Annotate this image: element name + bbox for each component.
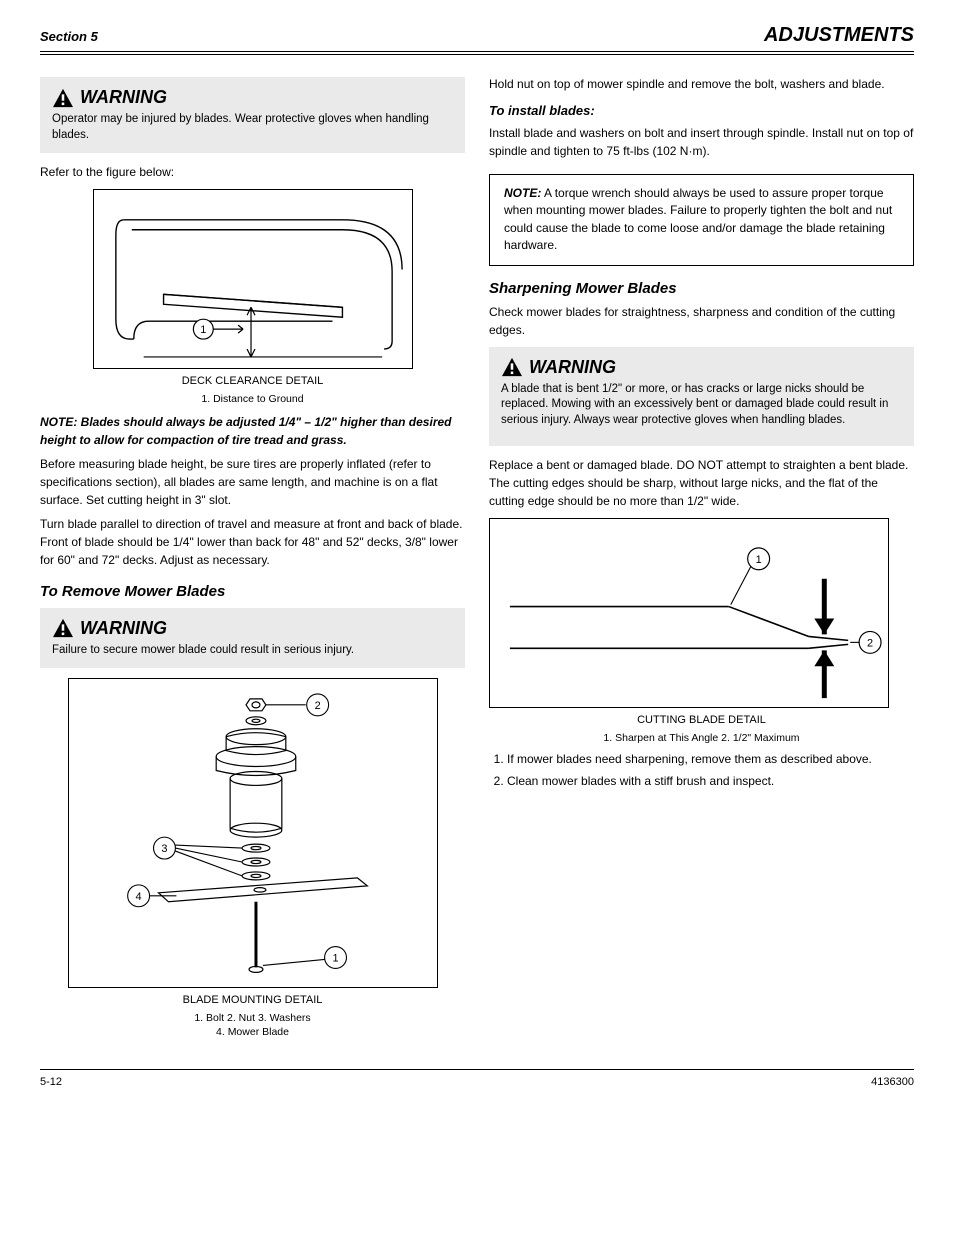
right-column: Hold nut on top of mower spindle and rem… — [489, 69, 914, 1039]
warning-title: WARNING — [80, 87, 167, 108]
svg-text:1: 1 — [332, 953, 338, 965]
page-header: Section 5 ADJUSTMENTS — [40, 24, 914, 55]
step-item: Clean mower blades with a stiff brush an… — [507, 772, 914, 790]
left-column: WARNING Operator may be injured by blade… — [40, 69, 465, 1039]
warning-body: Operator may be injured by blades. Wear … — [52, 112, 453, 143]
figure-cutting-blade: 1 2 — [489, 518, 889, 708]
steps-list: If mower blades need sharpening, remove … — [489, 750, 914, 790]
warning-title: WARNING — [80, 618, 167, 639]
warning-icon — [501, 357, 523, 377]
warning-icon — [52, 618, 74, 638]
section-sharpening: Sharpening Mower Blades — [489, 280, 914, 297]
footer-page: 5-12 — [40, 1076, 62, 1088]
subsection-install: To install blades: — [489, 103, 914, 118]
body-text: Turn blade parallel to direction of trav… — [40, 515, 465, 569]
header-sub: ADJUSTMENTS — [764, 24, 914, 47]
figure-callouts: 1. Distance to Ground — [40, 393, 465, 407]
warning-box-bent: WARNING A blade that is bent 1/2" or mor… — [489, 347, 914, 447]
svg-text:2: 2 — [867, 637, 873, 649]
body-text: Install blade and washers on bolt and in… — [489, 124, 914, 160]
figure-caption: DECK CLEARANCE DETAIL — [40, 375, 465, 387]
figure-blade-mounting: 2 3 4 1 — [68, 678, 438, 988]
section-remove-blades: To Remove Mower Blades — [40, 583, 465, 600]
page-footer: 5-12 4136300 — [40, 1069, 914, 1088]
svg-text:3: 3 — [161, 843, 167, 855]
note-label: NOTE: — [504, 186, 541, 200]
figure-callouts: 1. Sharpen at This Angle 2. 1/2" Maximum — [489, 732, 914, 746]
svg-text:2: 2 — [314, 700, 320, 712]
body-text: Refer to the figure below: — [40, 163, 465, 181]
header-section: Section 5 — [40, 29, 98, 44]
warning-body: A blade that is bent 1/2" or more, or ha… — [501, 382, 902, 429]
svg-text:1: 1 — [756, 554, 762, 566]
warning-body: Failure to secure mower blade could resu… — [52, 643, 453, 659]
body-text: Hold nut on top of mower spindle and rem… — [489, 75, 914, 93]
warning-box-gloves: WARNING Operator may be injured by blade… — [40, 77, 465, 153]
figure-caption: CUTTING BLADE DETAIL — [489, 714, 914, 726]
note-body: A torque wrench should always be used to… — [504, 186, 892, 252]
figure-caption: BLADE MOUNTING DETAIL — [40, 994, 465, 1006]
warning-box-secure: WARNING Failure to secure mower blade co… — [40, 608, 465, 669]
note-bold: NOTE: Blades should always be adjusted 1… — [40, 413, 465, 449]
body-text: Replace a bent or damaged blade. DO NOT … — [489, 456, 914, 510]
note-box: NOTE: A torque wrench should always be u… — [489, 174, 914, 266]
svg-text:1: 1 — [200, 324, 206, 336]
svg-text:4: 4 — [135, 891, 141, 903]
spindle-svg: 2 3 4 1 — [69, 679, 437, 987]
footer-doc: 4136300 — [871, 1076, 914, 1088]
body-text: Before measuring blade height, be sure t… — [40, 455, 465, 509]
warning-title: WARNING — [529, 357, 616, 378]
body-text: Check mower blades for straightness, sha… — [489, 303, 914, 339]
step-item: If mower blades need sharpening, remove … — [507, 750, 914, 768]
cutting-blade-svg: 1 2 — [490, 519, 888, 708]
warning-icon — [52, 88, 74, 108]
deck-clearance-svg: 1 — [94, 190, 412, 369]
figure-callouts: 1. Bolt 2. Nut 3. Washers 4. Mower Blade — [40, 1012, 465, 1039]
figure-deck-clearance: 1 — [93, 189, 413, 369]
